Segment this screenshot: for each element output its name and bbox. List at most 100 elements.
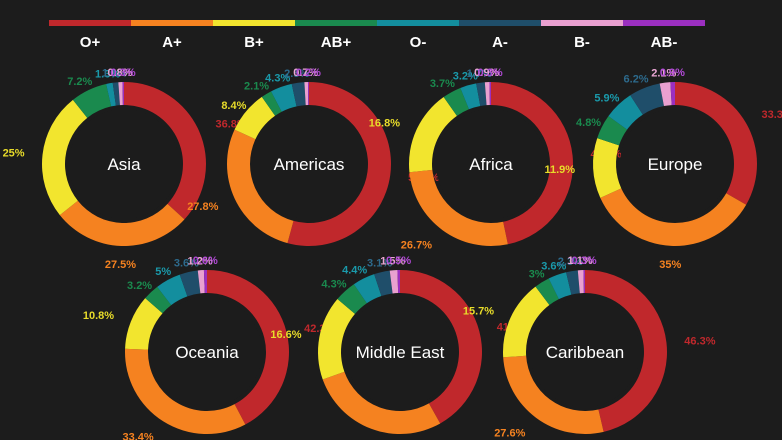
data-label-africa-a-pos: 26.7% bbox=[401, 240, 432, 252]
donut-americas: Americas54.5%27.8%8.4%2.1%4.3%2.5%0.7%0.… bbox=[187, 67, 440, 247]
data-label-caribbean-a-neg: 2.3% bbox=[558, 256, 583, 268]
legend-label-o-pos: O+ bbox=[80, 34, 101, 51]
legend: O+ A+ B+ AB+ O- A- B- AB- bbox=[49, 20, 705, 51]
data-label-middle-east-a-neg: 3.1% bbox=[367, 257, 392, 269]
donut-title-africa: Africa bbox=[469, 155, 513, 174]
slice-asia-ab-pos bbox=[72, 83, 112, 118]
legend-swatch-ab-neg bbox=[623, 20, 705, 26]
slice-caribbean-o-neg bbox=[548, 272, 572, 300]
slice-americas-ab-neg bbox=[307, 82, 309, 106]
slice-middle-east-b-pos bbox=[318, 298, 355, 380]
data-label-europe-a-pos: 35% bbox=[659, 259, 681, 271]
data-label-caribbean-o-neg: 3.6% bbox=[541, 260, 566, 272]
data-label-africa-b-pos: 16.8% bbox=[369, 118, 400, 130]
data-label-oceania-ab-pos: 3.2% bbox=[127, 280, 152, 292]
donut-middle-east: Middle East41.8%27.7%16.6%4.3%4.4%3.1%1.… bbox=[270, 255, 528, 434]
donut-europe: Europe 33.3% 35% 11.9% 4.8% 5.9% 6.2%2.1%0.9% bbox=[545, 67, 782, 271]
slice-africa-b-pos bbox=[408, 97, 457, 173]
slice-africa-b-neg bbox=[484, 82, 490, 106]
legend-swatch-ab-pos bbox=[295, 20, 377, 26]
donut-core-caribbean bbox=[530, 297, 640, 407]
donut-core-oceania bbox=[152, 297, 262, 407]
legend-label-ab-neg: AB- bbox=[651, 34, 678, 51]
slice-americas-o-neg bbox=[271, 83, 297, 112]
slice-americas-ab-pos bbox=[261, 91, 282, 116]
slice-africa-ab-pos bbox=[443, 87, 469, 116]
slice-middle-east-b-neg bbox=[389, 270, 399, 294]
legend-label-o-neg: O- bbox=[410, 34, 427, 51]
data-label-middle-east-o-neg: 4.4% bbox=[342, 265, 367, 277]
data-label-oceania-ab-neg: 0.6% bbox=[193, 255, 218, 267]
donut-core-middle-east bbox=[345, 297, 455, 407]
data-label-africa-a-neg: 1.7% bbox=[467, 68, 492, 80]
data-label-oceania-a-pos: 33.4% bbox=[122, 432, 153, 440]
legend-swatch-a-neg bbox=[459, 20, 541, 26]
data-label-europe-a-neg: 6.2% bbox=[624, 74, 649, 86]
slice-asia-b-neg bbox=[118, 82, 123, 106]
slice-europe-b-pos bbox=[593, 138, 622, 198]
data-label-caribbean-b-neg: 1.1% bbox=[568, 255, 593, 267]
slice-americas-b-neg bbox=[304, 82, 309, 106]
legend-label-b-neg: B- bbox=[574, 34, 590, 51]
slice-oceania-a-neg bbox=[179, 270, 201, 297]
slice-americas-a-neg bbox=[291, 82, 306, 107]
data-label-americas-ab-neg: 0.2% bbox=[296, 67, 321, 79]
data-label-middle-east-b-pos: 16.6% bbox=[270, 329, 301, 341]
data-label-caribbean-a-pos: 27.6% bbox=[494, 427, 525, 439]
slice-caribbean-b-neg bbox=[577, 270, 584, 294]
data-label-europe-b-pos: 11.9% bbox=[545, 164, 576, 176]
data-label-caribbean-o-pos: 46.3% bbox=[684, 336, 715, 348]
data-label-middle-east-ab-pos: 4.3% bbox=[321, 279, 346, 291]
slice-africa-a-neg bbox=[476, 82, 487, 106]
data-label-middle-east-b-neg: 1.5% bbox=[380, 255, 405, 267]
slice-asia-o-neg bbox=[106, 82, 116, 107]
data-label-europe-o-neg: 5.9% bbox=[594, 93, 619, 105]
slice-oceania-ab-neg bbox=[203, 270, 207, 294]
slice-asia-ab-neg bbox=[122, 82, 124, 106]
donut-core-americas bbox=[254, 109, 364, 219]
donut-title-middle-east: Middle East bbox=[356, 343, 445, 362]
slice-europe-o-pos bbox=[675, 82, 757, 205]
data-label-middle-east-ab-neg: 0.5% bbox=[386, 255, 411, 267]
legend-label-b-pos: B+ bbox=[244, 34, 264, 51]
data-label-caribbean-ab-pos: 3% bbox=[529, 269, 545, 281]
slice-americas-a-pos bbox=[226, 129, 294, 244]
data-label-europe-o-pos: 33.3% bbox=[762, 109, 782, 121]
legend-label-ab-pos: AB+ bbox=[321, 34, 352, 51]
donut-africa: Africa46.7%26.7%16.8%3.7%3.2%1.7%0.9%0.3… bbox=[369, 67, 622, 252]
data-label-africa-ab-pos: 3.7% bbox=[430, 78, 455, 90]
data-label-americas-o-neg: 4.3% bbox=[265, 73, 290, 85]
data-label-oceania-a-neg: 3.6% bbox=[174, 257, 199, 269]
slice-oceania-o-pos bbox=[207, 270, 289, 425]
slice-americas-b-pos bbox=[234, 96, 276, 140]
data-label-asia-a-neg: 1.1% bbox=[102, 68, 127, 80]
data-label-africa-b-neg: 0.9% bbox=[474, 67, 499, 79]
slice-oceania-o-neg bbox=[157, 274, 188, 306]
slice-oceania-b-pos bbox=[125, 298, 163, 350]
data-label-americas-b-pos: 8.4% bbox=[221, 100, 246, 112]
slice-middle-east-a-pos bbox=[322, 371, 441, 434]
slice-asia-b-pos bbox=[42, 99, 88, 216]
slice-africa-o-pos bbox=[491, 82, 573, 245]
slice-caribbean-a-pos bbox=[503, 355, 604, 434]
slice-asia-o-pos bbox=[124, 82, 206, 220]
donut-title-asia: Asia bbox=[107, 155, 141, 174]
legend-swatch-o-pos bbox=[49, 20, 131, 26]
slice-europe-a-pos bbox=[600, 188, 747, 246]
slice-middle-east-o-neg bbox=[353, 274, 382, 304]
donut-core-africa bbox=[436, 109, 546, 219]
slice-middle-east-o-pos bbox=[400, 270, 482, 424]
slice-europe-o-neg bbox=[608, 95, 643, 130]
slice-middle-east-a-neg bbox=[374, 270, 393, 297]
slice-europe-a-neg bbox=[630, 83, 664, 115]
donut-caribbean: Caribbean 46.3% 27.6% 15.7% 3%3.6%2.3%1.1%0.… bbox=[463, 255, 716, 439]
data-label-oceania-b-pos: 10.8% bbox=[83, 310, 114, 322]
donut-core-europe bbox=[620, 109, 730, 219]
slice-europe-b-neg bbox=[659, 82, 672, 107]
data-label-africa-ab-neg: 0.3% bbox=[478, 67, 503, 79]
slice-europe-ab-pos bbox=[597, 116, 628, 146]
data-label-europe-b-neg: 2.1% bbox=[651, 68, 676, 80]
slice-middle-east-ab-neg bbox=[397, 270, 400, 294]
